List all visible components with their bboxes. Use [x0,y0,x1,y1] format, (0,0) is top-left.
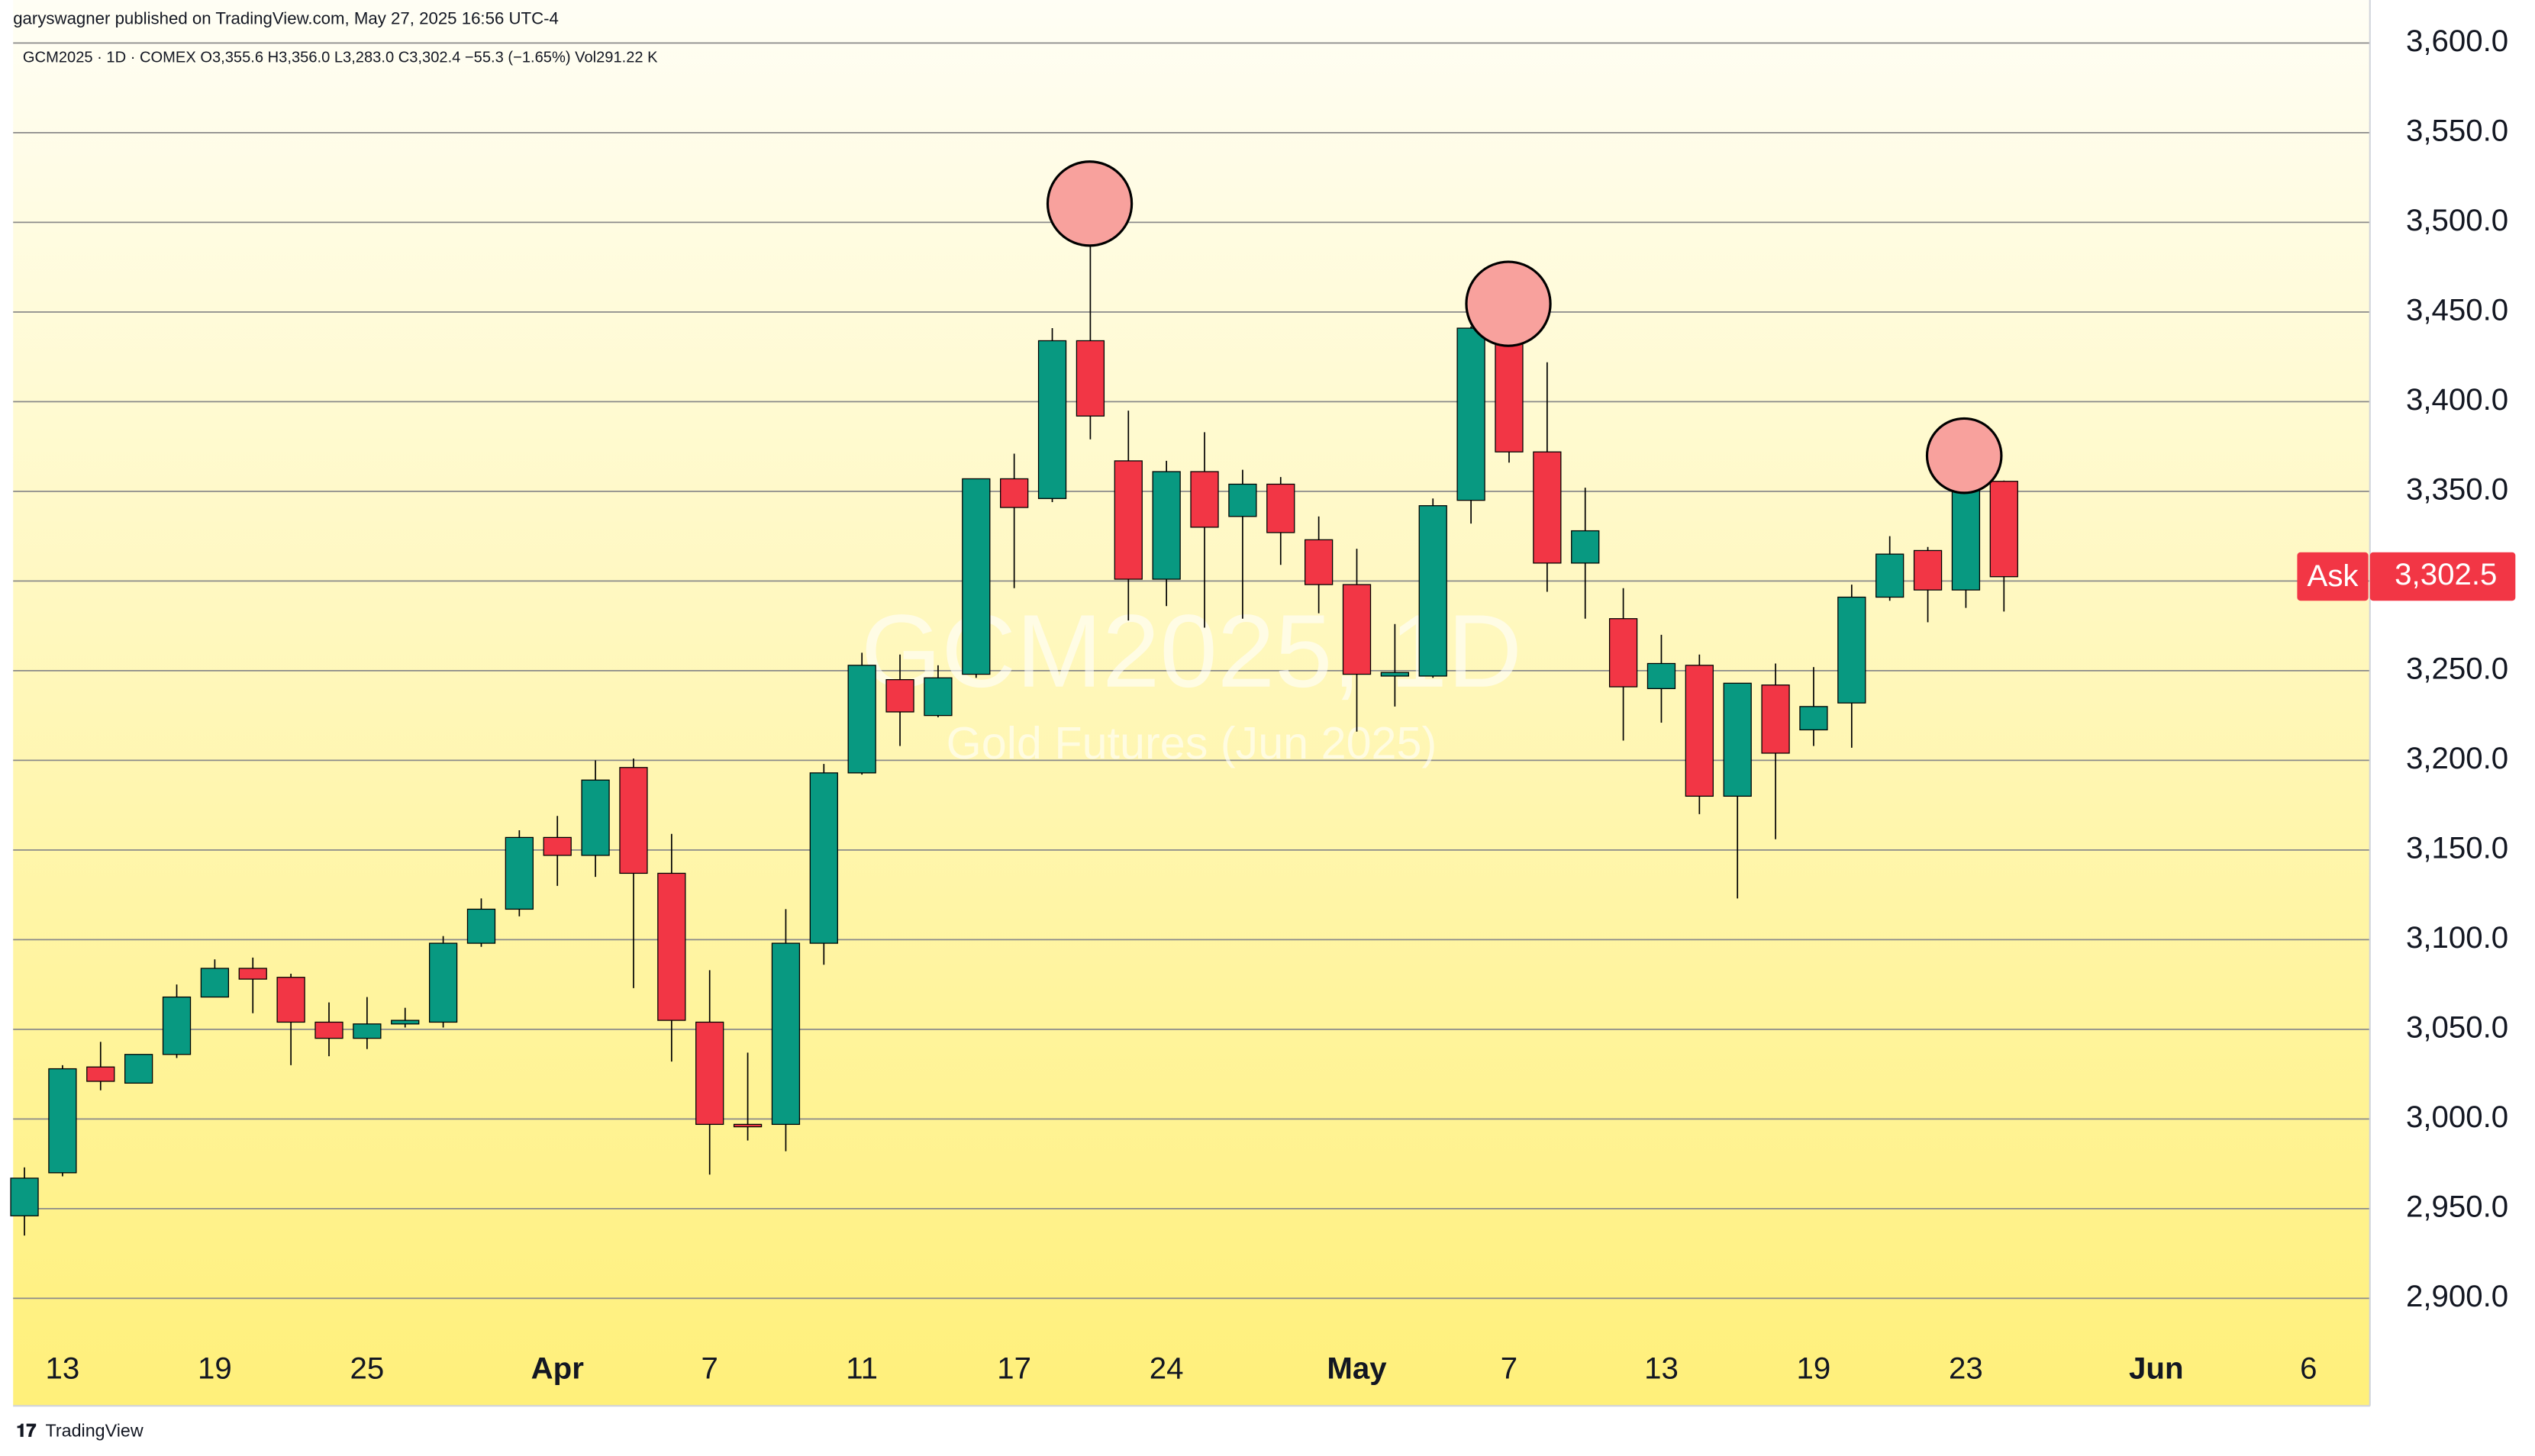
candle-body [1418,505,1447,677]
candle-body [1571,530,1600,564]
candle-body [581,779,610,856]
candle-body [200,968,230,998]
y-tick-label: 3,000.0 [2406,1100,2508,1134]
candle-body [1989,481,2018,578]
candle-body [1076,340,1105,417]
candle-body [1951,478,1981,591]
candle-body [1685,665,1714,797]
candle-body [1761,685,1790,754]
candle-body [162,996,192,1055]
candle-body [885,678,914,713]
y-tick-label: 3,050.0 [2406,1010,2508,1044]
y-tick-label: 3,600.0 [2406,24,2508,58]
y-tick-label: 3,500.0 [2406,203,2508,237]
candle-body [276,977,305,1023]
candle-body [1875,553,1904,598]
x-tick-label: May [1327,1351,1387,1385]
candle-body [1114,460,1143,580]
candle-body [1037,340,1067,499]
candle-body [1799,706,1828,731]
y-tick-label: 3,150.0 [2406,830,2508,865]
x-tick-label: Apr [531,1351,585,1385]
y-tick-label: 3,200.0 [2406,741,2508,775]
candle-body [1608,618,1638,688]
candle-body [1837,596,1866,704]
candle-body [353,1023,382,1039]
y-tick-label: 3,450.0 [2406,293,2508,327]
candle-body [1304,539,1334,585]
y-tick-label: 3,350.0 [2406,472,2508,507]
price-tag-name: Ask [2308,559,2359,593]
candle-body [1380,672,1410,677]
candle-body [1000,478,1029,508]
candle-body [543,836,572,856]
y-tick-label: 3,550.0 [2406,114,2508,148]
price-tag-box [2369,552,2516,601]
candle-body [657,872,686,1021]
candle-body [10,1177,39,1216]
x-tick-label: 7 [701,1351,718,1385]
highlight-circle [1465,260,1552,347]
candle-body [1152,471,1181,580]
x-tick-label: 25 [350,1351,384,1385]
price-tag-value: 3,302.5 [2395,557,2497,591]
x-tick-label: 13 [1644,1351,1679,1385]
candle-body [1913,549,1943,591]
candle-body [505,836,534,910]
y-tick-label: 3,250.0 [2406,652,2508,686]
y-tick-label: 3,400.0 [2406,382,2508,417]
candle-body [1646,662,1676,690]
plot-background [13,0,2370,1406]
candle-body [314,1021,343,1039]
candle-body [847,665,876,774]
candle-body [466,908,496,944]
watermark-subtitle: Gold Futures (Jun 2025) [947,717,1437,768]
candle-body [619,767,648,875]
candle-body [48,1068,77,1174]
brand: TradingView [46,1420,144,1440]
x-tick-label: 6 [2300,1351,2317,1385]
candle-body [695,1021,724,1126]
candle-body [1342,584,1372,675]
candle-body [924,677,953,717]
candle-body [238,968,267,980]
candle-body [124,1054,153,1084]
x-tick-label: 19 [1797,1351,1831,1385]
x-tick-label: 13 [46,1351,80,1385]
x-tick-label: 23 [1949,1351,1983,1385]
y-tick-label: 3,100.0 [2406,920,2508,955]
candle-body [1533,451,1562,564]
candle-body [86,1066,115,1082]
y-tick-label: 2,900.0 [2406,1279,2508,1313]
highlight-circle [1046,160,1134,247]
publisher-line: garyswagner published on TradingView.com… [13,8,559,27]
brand-logo: 𝟏𝟕 [16,1420,36,1440]
y-tick-label: 2,950.0 [2406,1189,2508,1223]
candle-body [1266,483,1295,533]
x-tick-label: Jun [2129,1351,2184,1385]
x-tick-label: 7 [1501,1351,1517,1385]
symbol-legend: GCM2025 · 1D · COMEX O3,355.6 H3,356.0 L… [23,50,658,66]
candle-body [809,772,838,944]
candle-body [1723,682,1752,797]
candle-body [428,942,458,1023]
candle-body [1456,327,1485,501]
x-tick-label: 17 [997,1351,1031,1385]
candle-body [1190,471,1219,528]
candle-body [391,1020,420,1025]
x-tick-label: 24 [1150,1351,1184,1385]
candle-body [1228,483,1257,517]
x-tick-label: 11 [846,1351,878,1385]
candle-body [962,478,991,675]
x-tick-label: 19 [198,1351,232,1385]
price-tag-box [2297,552,2369,601]
candle-body [771,942,801,1126]
candle-body [733,1123,763,1128]
highlight-circle [1925,417,2003,494]
